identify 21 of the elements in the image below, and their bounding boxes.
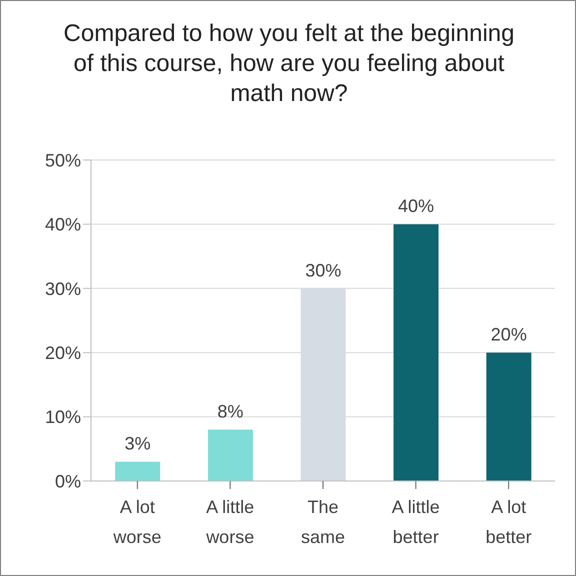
y-tick-label: 50%	[44, 150, 81, 170]
data-label: 40%	[398, 196, 434, 216]
y-tick-label: 20%	[44, 342, 81, 363]
x-tick-label: A little better	[392, 497, 440, 547]
data-label: 20%	[490, 324, 527, 345]
bar	[394, 224, 439, 481]
data-label: 30%	[305, 260, 342, 280]
bar	[115, 462, 160, 481]
bar	[486, 352, 532, 481]
x-tick-label: A lot worse	[112, 497, 162, 547]
y-tick-label: 10%	[44, 407, 81, 428]
x-tick-label: A lot better	[486, 497, 532, 547]
y-tick-label: 0%	[54, 471, 81, 492]
data-label: 3%	[124, 434, 151, 454]
x-tick-label: A little worse	[205, 497, 254, 547]
bar	[208, 430, 253, 481]
chart-title: Compared to how you felt at the beginning of this course, how are you feeling about math now?	[62, 19, 516, 109]
y-tick-label: 30%	[44, 278, 81, 299]
data-label: 8%	[217, 402, 244, 422]
y-tick-label: 40%	[44, 214, 81, 235]
x-tick-label: The same	[300, 497, 346, 547]
